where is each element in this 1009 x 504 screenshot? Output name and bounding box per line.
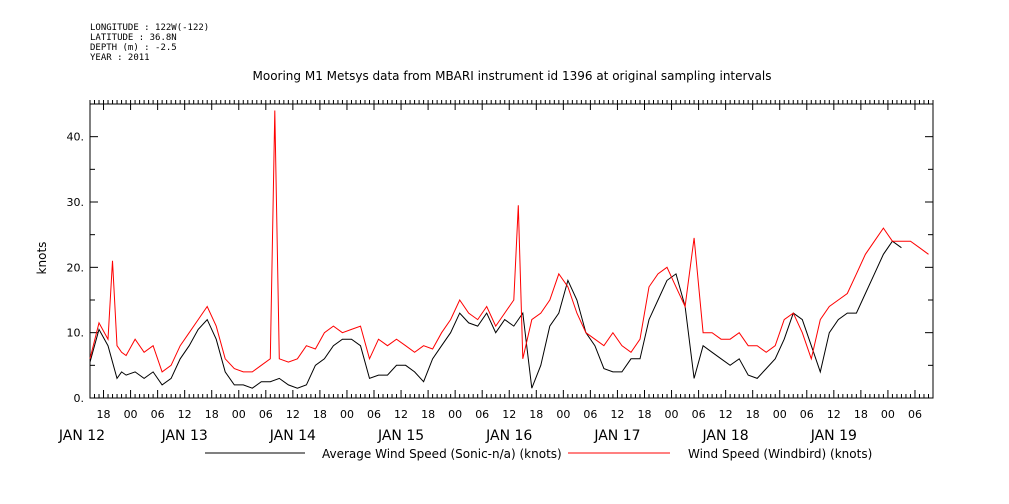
y-axis: 0. 10. 20. 30. 40. — [67, 103, 933, 405]
x-tick-label: 00 — [773, 408, 787, 421]
x-tick-label: 18 — [97, 408, 111, 421]
y-tick-label: 40. — [67, 131, 85, 144]
x-tick-label: 12 — [178, 408, 192, 421]
depth-label: DEPTH (m) : -2.5 — [90, 43, 177, 53]
y-tick-label: 10. — [67, 327, 85, 340]
x-tick-label: 06 — [908, 408, 922, 421]
plot-frame — [89, 103, 934, 399]
x-tick-label: 06 — [259, 408, 273, 421]
x-date-label: JAN 13 — [161, 428, 208, 444]
y-tick-label: 20. — [67, 261, 85, 274]
latitude-label: LATITUDE : 36.8N — [90, 33, 177, 43]
x-tick-label: 12 — [394, 408, 408, 421]
x-date-label: JAN 17 — [593, 428, 640, 444]
x-date-label: JAN 18 — [702, 428, 749, 444]
legend-label-average-wind: Average Wind Speed (Sonic-n/a) (knots) — [322, 447, 562, 461]
x-tick-label: 18 — [529, 408, 543, 421]
x-date-label: JAN 15 — [377, 428, 424, 444]
x-tick-label: 06 — [692, 408, 706, 421]
x-tick-label: 06 — [475, 408, 489, 421]
x-tick-label: 12 — [719, 408, 733, 421]
x-tick-label: 00 — [448, 408, 462, 421]
x-tick-label: 00 — [124, 408, 138, 421]
chart-title: Mooring M1 Metsys data from MBARI instru… — [253, 69, 772, 83]
x-tick-label: 12 — [286, 408, 300, 421]
longitude-label: LONGITUDE : 122W(-122) — [90, 23, 209, 33]
y-tick-label: 0. — [74, 392, 85, 405]
x-tick-label: 00 — [556, 408, 570, 421]
x-tick-label: 12 — [827, 408, 841, 421]
y-axis-label: knots — [35, 242, 49, 275]
x-tick-label: 18 — [637, 408, 651, 421]
x-tick-label: 18 — [746, 408, 760, 421]
x-tick-label: 06 — [367, 408, 381, 421]
x-tick-label: 06 — [800, 408, 814, 421]
x-date-label: JAN 16 — [485, 428, 532, 444]
x-tick-label: 18 — [313, 408, 327, 421]
x-tick-label: 18 — [421, 408, 435, 421]
x-date-label: JAN 14 — [269, 428, 316, 444]
y-tick-label: 30. — [67, 196, 85, 209]
x-tick-label: 12 — [502, 408, 516, 421]
x-tick-label: 18 — [205, 408, 219, 421]
x-tick-label: 06 — [583, 408, 597, 421]
legend-label-windbird: Wind Speed (Windbird) (knots) — [688, 447, 872, 461]
x-date-label: JAN 19 — [810, 428, 857, 444]
x-tick-label: 00 — [340, 408, 354, 421]
series-layer — [89, 110, 929, 389]
series-windbird-line — [89, 110, 929, 373]
x-tick-label: 18 — [854, 408, 868, 421]
x-tick-label: 12 — [610, 408, 624, 421]
x-tick-label: 00 — [232, 408, 246, 421]
x-tick-label: 06 — [151, 408, 165, 421]
x-axis: 18 00 06 12 18 00 06 12 18 00 06 12 18 00 06 12 18 00 06 12… — [58, 100, 934, 444]
x-date-label: JAN 12 — [58, 428, 105, 444]
year-label: YEAR : 2011 — [90, 53, 150, 63]
series-average-wind-line — [89, 240, 902, 389]
x-tick-label: 00 — [881, 408, 895, 421]
x-tick-label: 00 — [665, 408, 679, 421]
